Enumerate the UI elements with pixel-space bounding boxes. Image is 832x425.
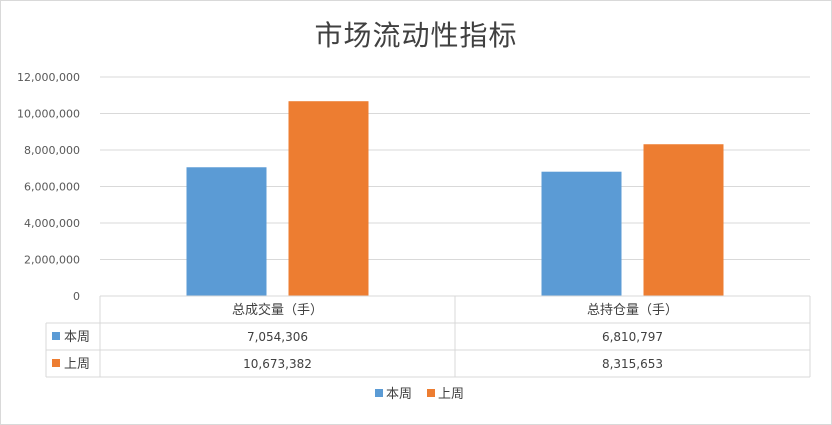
table-row-label: 上周 bbox=[64, 357, 90, 372]
bar bbox=[288, 101, 369, 296]
table-category-label: 总成交量（手） bbox=[232, 302, 323, 318]
chart-title: 市场流动性指标 bbox=[314, 19, 518, 52]
bar bbox=[643, 144, 724, 296]
y-tick-label: 12,000,000 bbox=[17, 71, 80, 84]
y-tick-label: 8,000,000 bbox=[24, 144, 80, 157]
table-cell-value: 6,810,797 bbox=[602, 330, 663, 344]
y-tick-label: 6,000,000 bbox=[24, 181, 80, 194]
bar bbox=[186, 167, 267, 296]
y-tick-label: 10,000,000 bbox=[17, 108, 80, 121]
legend-entry: 上周 bbox=[438, 387, 464, 402]
legend-key-swatch bbox=[52, 332, 60, 340]
y-tick-label: 2,000,000 bbox=[24, 254, 80, 267]
legend-swatch bbox=[375, 389, 383, 397]
y-tick-label: 4,000,000 bbox=[24, 217, 80, 230]
data-table: 总成交量（手） 总持仓量（手） 本周 7,054,306 6,810,797 上周 10,6… bbox=[45, 295, 811, 378]
table-cell-value: 10,673,382 bbox=[243, 357, 312, 371]
y-tick-labels: 0 2,000,000 4,000,000 6,000,000 8,000,000 10,… bbox=[17, 71, 80, 303]
bars bbox=[186, 101, 724, 296]
legend: 本周 上周 bbox=[375, 387, 464, 402]
legend-key-swatch bbox=[52, 359, 60, 367]
legend-swatch bbox=[427, 389, 435, 397]
table-category-label: 总持仓量（手） bbox=[587, 303, 678, 318]
table-cell-value: 8,315,653 bbox=[602, 357, 663, 371]
y-tick-label: 0 bbox=[73, 290, 80, 303]
legend-entry: 本周 bbox=[386, 387, 412, 402]
bar bbox=[541, 171, 622, 296]
table-row-label: 本周 bbox=[64, 330, 90, 345]
table-cell-value: 7,054,306 bbox=[247, 330, 308, 344]
